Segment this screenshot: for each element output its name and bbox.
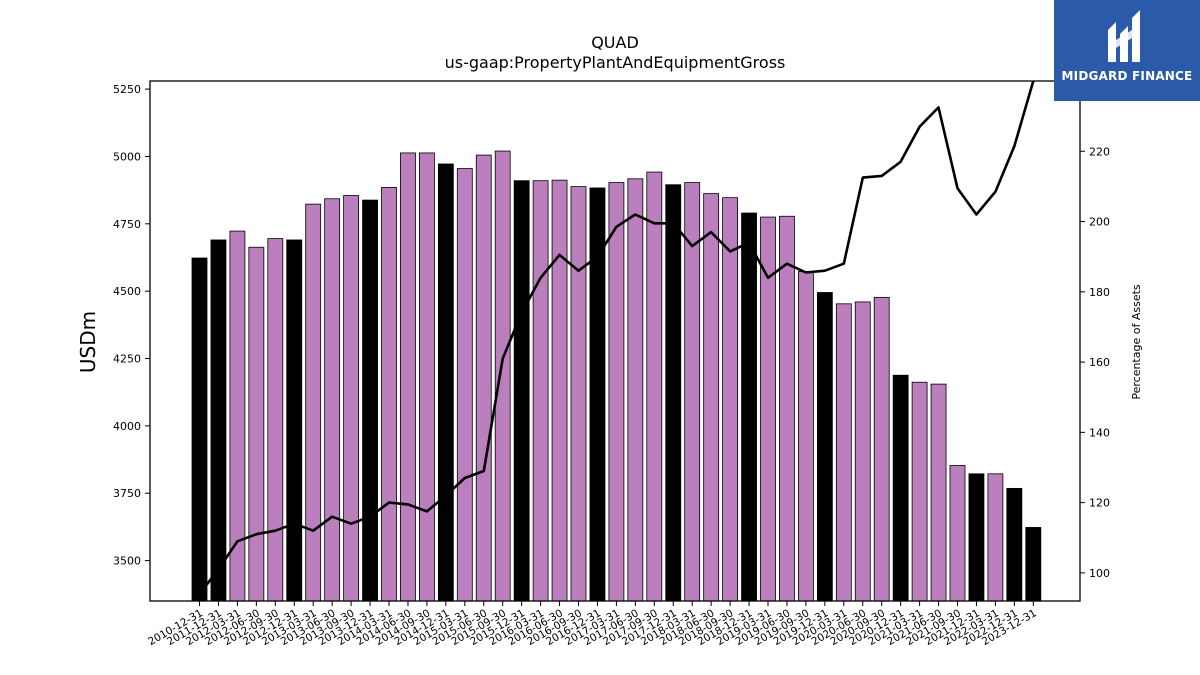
- bar: [456, 168, 473, 602]
- bar: [475, 154, 492, 602]
- y2-tick-label: 160: [1089, 356, 1110, 369]
- bar: [191, 257, 208, 602]
- bar: [267, 238, 284, 602]
- bar: [741, 212, 757, 602]
- bar: [513, 180, 530, 602]
- bar: [703, 193, 720, 602]
- bar: [286, 239, 303, 602]
- bar: [722, 197, 738, 602]
- bar: [343, 195, 360, 602]
- bar: [437, 163, 454, 602]
- y2-axis-label: Percentage of Assets: [1130, 284, 1143, 400]
- chart-title: QUAD: [591, 33, 639, 52]
- bar: [873, 296, 890, 602]
- y-tick-label: 3500: [113, 555, 141, 568]
- y-tick-label: 4750: [113, 218, 141, 231]
- bar-series: [191, 150, 1042, 602]
- y2-tick-label: 220: [1089, 145, 1110, 158]
- chart-subtitle: us-gaap:PropertyPlantAndEquipmentGross: [445, 53, 786, 72]
- bar: [418, 152, 435, 602]
- y-tick-label: 4250: [113, 353, 141, 366]
- bar: [816, 292, 833, 602]
- bar: [608, 182, 625, 602]
- brand-name: MIDGARD FINANCE: [1061, 69, 1193, 83]
- bar: [892, 374, 909, 602]
- bar: [494, 150, 511, 602]
- bar: [248, 246, 265, 602]
- y2-axis: 100 120 140 160 180 200 220: [1080, 145, 1110, 580]
- y-tick-label: 3750: [113, 487, 141, 500]
- y2-tick-label: 100: [1089, 567, 1110, 580]
- bar: [532, 180, 549, 602]
- bar: [949, 465, 966, 602]
- bar: [551, 179, 568, 602]
- brand-logo: MIDGARD FINANCE: [1054, 0, 1200, 101]
- bar: [627, 178, 644, 602]
- bar: [911, 381, 928, 602]
- y-axis-label: USDm: [76, 311, 100, 373]
- y2-tick-label: 140: [1089, 426, 1110, 439]
- bar: [1025, 527, 1042, 602]
- bar: [381, 187, 397, 602]
- y-tick-label: 4500: [113, 285, 141, 298]
- bar: [324, 198, 341, 602]
- y2-tick-label: 120: [1089, 497, 1110, 510]
- bar: [930, 383, 947, 602]
- bar: [779, 215, 795, 602]
- bar: [210, 239, 227, 602]
- bar: [968, 473, 985, 602]
- y-tick-label: 4000: [113, 420, 141, 433]
- y-tick-label: 5000: [113, 150, 141, 163]
- y2-tick-label: 200: [1089, 216, 1110, 229]
- x-axis: 2010-12-312011-12-312012-03-312012-06-30…: [146, 601, 1039, 648]
- bar: [987, 473, 1004, 602]
- line-series-layer: [198, 81, 1035, 595]
- bar: [665, 184, 682, 602]
- midgard-logo-icon: [1108, 10, 1140, 62]
- bar: [854, 301, 871, 602]
- bar: [646, 171, 663, 602]
- bar: [229, 230, 246, 602]
- line-series: [198, 81, 1035, 595]
- bar: [798, 271, 814, 602]
- bar: [400, 152, 416, 602]
- y-axis: 3500 3750 4000 4250 4500 4750 5000 5250: [113, 83, 150, 568]
- y2-tick-label: 180: [1089, 286, 1110, 299]
- bar: [305, 203, 322, 602]
- y-tick-label: 5250: [113, 83, 141, 96]
- bar: [362, 199, 378, 602]
- bar: [835, 303, 852, 602]
- bar: [1006, 487, 1023, 602]
- bar: [570, 186, 587, 602]
- plot-frame: [149, 80, 1081, 602]
